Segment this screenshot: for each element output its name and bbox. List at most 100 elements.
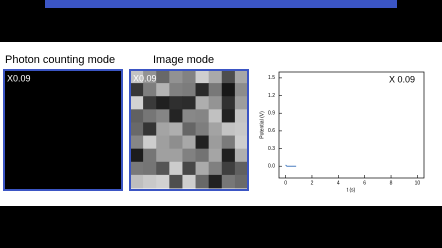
image-pixel [221,161,236,176]
image-pixel [182,70,197,84]
image-pixel [143,135,157,150]
data-line [285,164,297,167]
image-pixel [195,83,210,97]
image-pixel [221,135,236,150]
image-pixel [208,174,223,189]
image-pixel [182,122,197,137]
image-pixel [208,109,223,123]
image-pixel [169,83,183,97]
x-axis-label: t (s) [347,187,356,193]
photon-zoom: X0.09 [7,73,31,83]
y-tick-label: 1.2 [268,93,275,99]
x-tick-label: 6 [363,180,366,186]
image-pixel [156,122,170,137]
image-pixel [234,161,249,176]
y-tick-label: 0.0 [268,164,275,170]
image-pixel [208,83,223,97]
image-pixel [156,148,170,163]
image-pixel [130,109,144,123]
image-pixel [195,70,210,84]
x-tick-label: 8 [390,180,393,186]
image-pixel [169,174,183,189]
image-pixel [208,161,223,176]
image-pixel [143,70,157,84]
image-pixel [195,109,210,123]
image-pixel [234,70,249,84]
image-pixel [221,174,236,189]
image-pixel [143,161,157,176]
image-pixel [143,122,157,137]
image-pixel [221,148,236,163]
image-pixel [234,83,249,97]
y-tick-label: 0.9 [268,111,275,117]
image-pixel [169,70,183,84]
x-tick-label: 0 [284,180,287,186]
y-tick-label: 0.3 [268,146,275,152]
image-pixel [221,122,236,137]
image-pixel [182,148,197,163]
image-pixel [169,122,183,137]
image-pixel [234,174,249,189]
plot-frame [278,71,425,179]
image-pixel [234,96,249,110]
image-pixel [156,135,170,150]
image-pixel [130,70,144,84]
image-pixel [169,109,183,123]
image-pixel [130,174,144,189]
plot-annotation: X 0.09 [389,74,415,84]
y-tick-label: 0.6 [268,128,275,134]
image-pixel [169,148,183,163]
image-pixel [195,122,210,137]
image-pixel [221,96,236,110]
image-pixel [195,96,210,110]
image-pixel [234,135,249,150]
image-pixel [169,161,183,176]
image-pixel [143,109,157,123]
image-pixel [221,109,236,123]
image-pixel [156,161,170,176]
image-pixel [182,83,197,97]
image-pixel [195,161,210,176]
x-tick-label: 4 [337,180,340,186]
image-pixel [143,148,157,163]
image-pixel [234,148,249,163]
image-zoom: X0.09 [133,73,157,83]
image-pixel [221,70,236,84]
image-pixel [182,96,197,110]
image-pixel [130,148,144,163]
image-pixel [143,174,157,189]
image-label: Image mode [153,54,214,66]
image-pixel [169,135,183,150]
image-pixel [143,96,157,110]
image-pixel [156,96,170,110]
image-pixel [143,83,157,97]
image-pixel [156,83,170,97]
image-pixel [130,122,144,137]
image-pixel [234,122,249,137]
image-pixel [234,109,249,123]
image-pixel [130,96,144,110]
image-pixel [130,161,144,176]
image-pixel [208,70,223,84]
image-pixel [130,135,144,150]
image-pixel [130,83,144,97]
image-pixel [195,148,210,163]
image-pixel [208,96,223,110]
image-pixel [208,148,223,163]
image-pixel [156,174,170,189]
image-pixel [182,161,197,176]
photon-label: Photon counting mode [5,54,115,66]
x-tick-label: 10 [415,180,421,186]
image-pixel [208,135,223,150]
image-pixel [156,70,170,84]
image-pixel [208,122,223,137]
image-pixel [156,109,170,123]
x-tick-label: 2 [311,180,314,186]
image-pixel [221,83,236,97]
image-pixels [130,70,249,189]
image-pixel [182,135,197,150]
image-pixel [182,174,197,189]
top-bar[interactable] [45,0,397,8]
